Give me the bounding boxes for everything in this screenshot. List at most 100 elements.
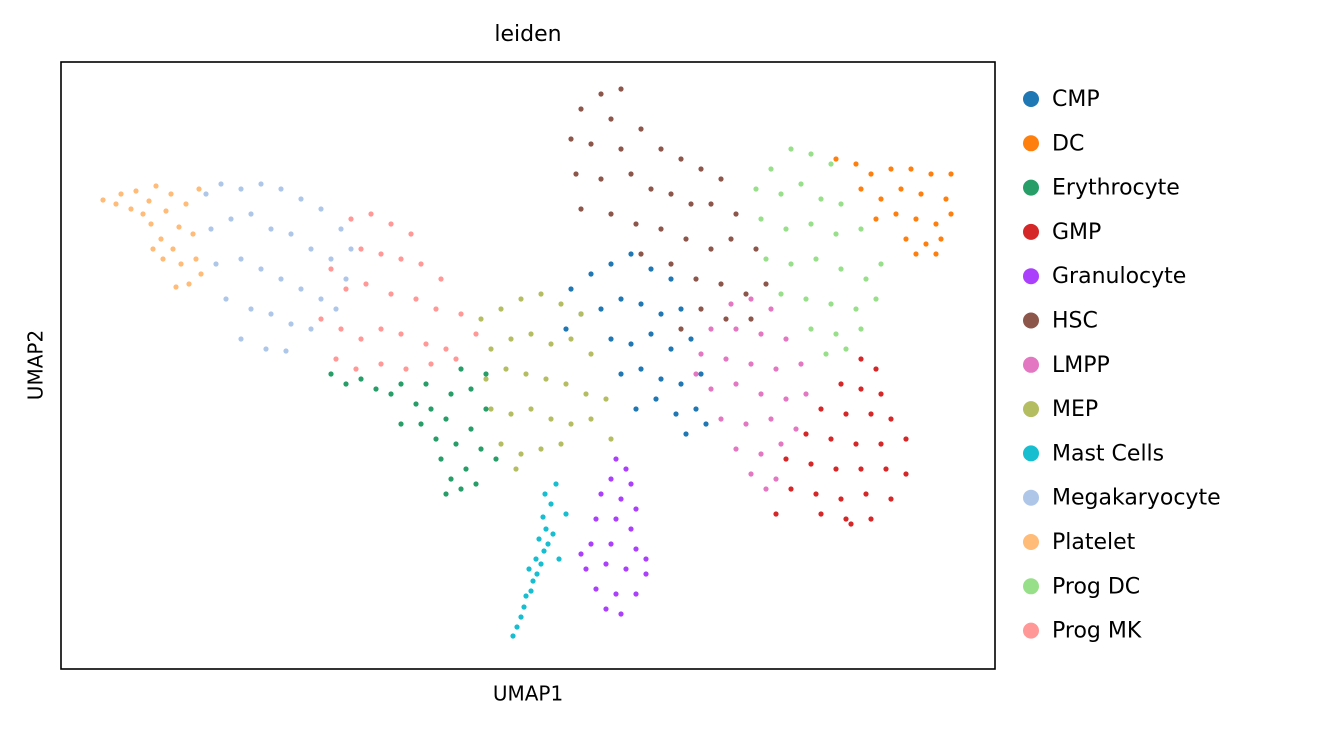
point	[328, 266, 334, 272]
point	[523, 593, 529, 599]
point	[818, 511, 824, 517]
legend-marker	[1023, 135, 1039, 152]
point	[548, 501, 554, 507]
point	[668, 261, 674, 267]
point	[318, 296, 324, 302]
point	[308, 326, 314, 332]
point	[758, 451, 764, 457]
point	[823, 351, 829, 357]
point	[333, 356, 339, 362]
point	[160, 256, 166, 262]
point	[613, 456, 619, 462]
point	[150, 246, 156, 252]
point	[843, 516, 849, 522]
point	[728, 236, 734, 242]
point	[118, 191, 124, 197]
point	[378, 361, 384, 367]
point	[633, 221, 639, 227]
point	[558, 441, 564, 447]
point	[613, 591, 619, 597]
point	[158, 236, 164, 242]
point	[343, 286, 349, 292]
point	[858, 466, 864, 472]
point	[683, 431, 689, 437]
point	[948, 211, 954, 217]
point	[608, 436, 614, 442]
point	[558, 301, 564, 307]
point	[833, 466, 839, 472]
point	[638, 126, 644, 132]
point	[833, 156, 839, 162]
point	[338, 326, 344, 332]
point	[843, 411, 849, 417]
point	[808, 461, 814, 467]
point	[113, 201, 119, 207]
point	[288, 231, 294, 237]
legend-label: Megakaryocyte	[1052, 486, 1221, 511]
point	[763, 281, 769, 287]
point	[318, 206, 324, 212]
point	[873, 296, 879, 302]
point	[563, 511, 569, 517]
legend-marker	[1023, 268, 1039, 285]
point	[923, 241, 929, 247]
point	[888, 166, 894, 172]
point	[888, 416, 894, 422]
legend-label: HSC	[1052, 309, 1098, 334]
point	[658, 226, 664, 232]
point	[768, 416, 774, 422]
point	[514, 624, 520, 630]
point	[783, 336, 789, 342]
point	[536, 536, 542, 542]
point	[653, 396, 659, 402]
point	[628, 481, 634, 487]
point	[638, 301, 644, 307]
point	[428, 406, 434, 412]
point	[598, 91, 604, 97]
point	[498, 306, 504, 312]
point	[658, 311, 664, 317]
point	[678, 326, 684, 332]
point	[843, 346, 849, 352]
point	[510, 633, 516, 639]
point	[163, 208, 169, 214]
point	[908, 166, 914, 172]
point	[608, 541, 614, 547]
point	[388, 291, 394, 297]
chart-title: leiden	[494, 22, 561, 47]
point	[100, 197, 106, 203]
legend-marker	[1023, 622, 1039, 639]
point	[583, 566, 589, 572]
point	[848, 521, 854, 527]
point	[208, 226, 214, 232]
point	[343, 381, 349, 387]
point	[588, 141, 594, 147]
point	[838, 201, 844, 207]
point	[593, 586, 599, 592]
point	[538, 446, 544, 452]
plot-frame	[60, 61, 996, 670]
point	[698, 306, 704, 312]
point	[423, 341, 429, 347]
point	[513, 466, 519, 472]
point	[628, 251, 634, 257]
point	[828, 301, 834, 307]
point	[278, 276, 284, 282]
point	[813, 256, 819, 262]
point	[541, 548, 547, 554]
legend-marker	[1023, 534, 1039, 550]
point	[543, 526, 549, 532]
point	[853, 441, 859, 447]
point	[198, 271, 204, 277]
point	[548, 341, 554, 347]
point	[258, 266, 264, 272]
legend-marker	[1023, 91, 1039, 107]
point	[328, 371, 334, 377]
point	[493, 456, 499, 462]
point	[478, 446, 484, 452]
point	[773, 476, 779, 482]
point	[723, 356, 729, 362]
point	[858, 186, 864, 192]
point	[858, 386, 864, 392]
